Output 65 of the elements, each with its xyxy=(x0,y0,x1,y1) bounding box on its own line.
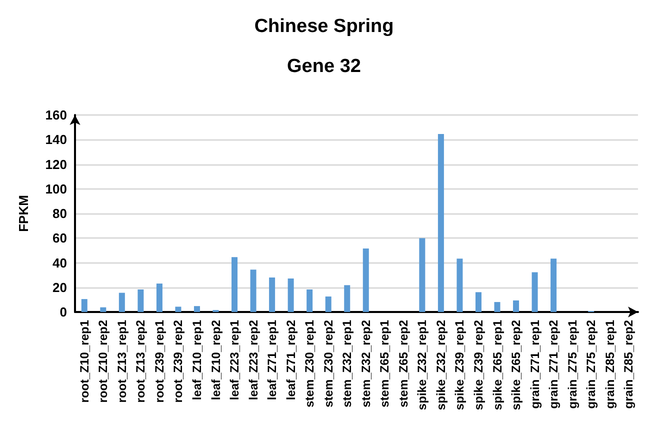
y-tick-label: 20 xyxy=(52,280,67,295)
bar xyxy=(438,134,444,312)
x-tick-label: grain_Z75_rep1 xyxy=(565,320,580,409)
bar xyxy=(419,238,426,312)
x-tick-label: leaf_Z10_rep1 xyxy=(190,320,204,400)
x-tick-label: leaf_Z71_rep2 xyxy=(284,320,298,400)
bar xyxy=(118,292,125,312)
y-tick-label: 60 xyxy=(52,230,67,246)
bar xyxy=(81,299,88,312)
x-tick-label: grain_Z71_rep2 xyxy=(546,320,561,409)
x-tick-label: root_Z13_rep1 xyxy=(114,320,129,403)
x-tick-label: spike_Z32_rep1 xyxy=(415,320,430,410)
bar xyxy=(100,307,106,312)
x-tick-label: stem_Z30_rep2 xyxy=(321,320,336,408)
x-tick-label: root_Z10_rep1 xyxy=(77,320,92,403)
bar xyxy=(532,272,538,312)
x-tick-label: stem_Z32_rep2 xyxy=(358,320,373,408)
bar xyxy=(138,289,144,312)
x-tick-label: root_Z39_rep1 xyxy=(152,320,166,403)
y-tick-label: 40 xyxy=(52,255,67,270)
x-tick-label: leaf_Z10_rep2 xyxy=(208,320,223,400)
x-tick-label: root_Z10_rep2 xyxy=(96,320,110,403)
bar xyxy=(269,278,276,312)
x-tick-label: spike_Z65_rep2 xyxy=(509,320,524,410)
x-tick-label: root_Z39_rep2 xyxy=(171,320,186,403)
bar xyxy=(494,302,500,312)
y-tick-label: 80 xyxy=(52,206,67,221)
bar xyxy=(306,289,313,312)
bar xyxy=(232,257,238,312)
y-tick-label: 100 xyxy=(45,181,67,196)
x-tick-label: stem_Z65_rep1 xyxy=(378,320,392,408)
x-tick-label: stem_Z32_rep1 xyxy=(340,320,354,408)
bar xyxy=(475,292,482,312)
x-tick-label: spike_Z39_rep2 xyxy=(471,320,486,410)
x-tick-label: spike_Z65_rep1 xyxy=(490,320,504,410)
bar xyxy=(175,306,182,312)
x-tick-label: leaf_Z71_rep1 xyxy=(265,320,280,400)
bar xyxy=(194,306,200,312)
y-tick-label: 120 xyxy=(45,156,67,172)
x-tick-label: root_Z13_rep2 xyxy=(134,320,148,403)
x-tick-label: spike_Z39_rep1 xyxy=(452,320,467,410)
y-axis-title: FPKM xyxy=(16,195,31,232)
bar xyxy=(250,270,256,312)
x-tick-label: grain_Z85_rep2 xyxy=(622,320,636,409)
y-tick-label: 160 xyxy=(45,108,67,122)
x-tick-label: grain_Z75_rep2 xyxy=(584,320,598,409)
bar xyxy=(456,258,463,312)
bar xyxy=(156,284,162,312)
chart-subtitle: Gene 32 xyxy=(287,56,361,77)
bar xyxy=(362,248,369,312)
x-tick-label: spike_Z32_rep2 xyxy=(434,320,448,410)
bar xyxy=(344,285,350,312)
x-tick-label: grain_Z71_rep1 xyxy=(528,320,542,409)
bar xyxy=(288,278,294,312)
bar xyxy=(550,258,557,312)
x-tick-label: grain_Z85_rep1 xyxy=(602,320,617,409)
chart-title: Chinese Spring xyxy=(254,16,394,37)
y-tick-label: 0 xyxy=(60,304,67,320)
x-tick-label: stem_Z65_rep2 xyxy=(396,320,410,408)
x-tick-label: leaf_Z23_rep2 xyxy=(246,320,260,400)
x-tick-label: leaf_Z23_rep1 xyxy=(228,320,242,400)
bar xyxy=(513,300,520,312)
bar xyxy=(325,296,332,312)
y-tick-label: 140 xyxy=(45,132,67,148)
x-tick-label: stem_Z30_rep1 xyxy=(302,320,317,408)
